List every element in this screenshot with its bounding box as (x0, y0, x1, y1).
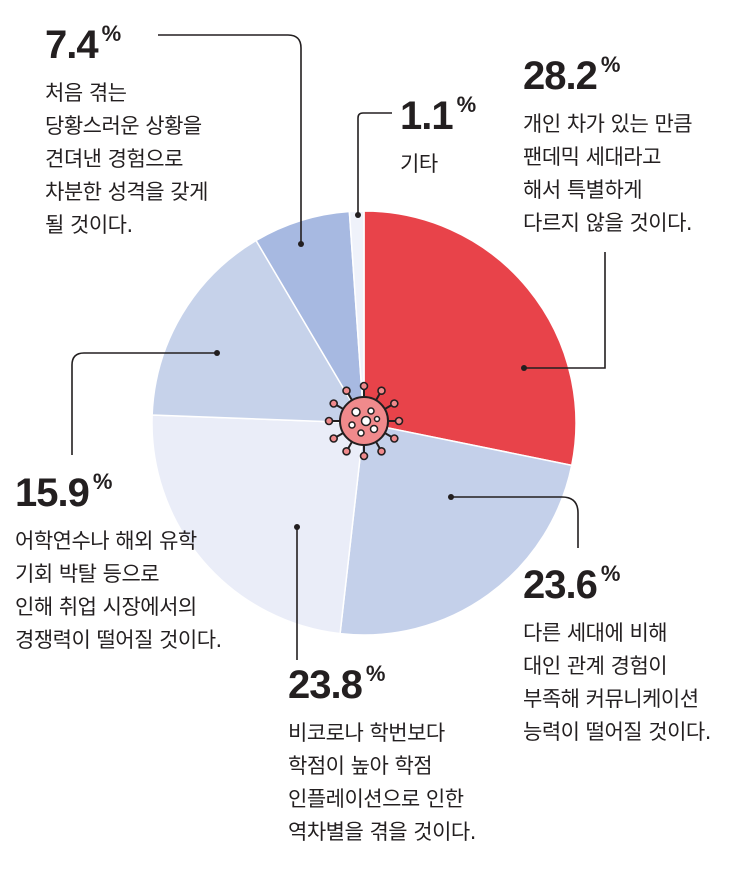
virus-spot (351, 407, 361, 417)
virus-spike-tip (359, 451, 369, 461)
leader-line-1 (524, 252, 606, 369)
slice-1-percent: 28.2% (523, 52, 620, 98)
slice-2-description: 다른 세대에 비해 대인 관계 경험이 부족해 커뮤니케이션 능력이 떨어질 것… (523, 621, 711, 744)
virus-spot (373, 415, 381, 423)
virus-spot (369, 424, 379, 434)
leader-line-6 (357, 112, 392, 215)
slice-5-description: 처음 겪는 당황스러운 상황을 견뎌낸 경험으로 차분한 성격을 갖게 될 것이… (45, 81, 208, 237)
virus-spike-tip (329, 399, 338, 408)
virus-spot (348, 421, 356, 429)
slice-3-percent: 23.8% (288, 661, 385, 707)
virus-spike-tip (377, 386, 386, 395)
leader-dot-3 (294, 524, 300, 530)
callout-slice-5: 7.4% 처음 겪는 당황스러운 상황을 견뎌낸 경험으로 차분한 성격을 갖게… (45, 21, 208, 242)
slice-2-percent: 23.6% (523, 561, 620, 607)
pie-slice-6 (348, 210, 365, 424)
pie-slice-2 (339, 422, 573, 636)
pie-slices (151, 210, 577, 636)
leader-dot-2 (448, 494, 454, 500)
slice-3-description: 비코로나 학번보다 학점이 높아 학점 인플레이션으로 인한 역차별을 겪을 것… (288, 721, 476, 844)
callout-slice-1: 28.2% 개인 차가 있는 만큼 팬데믹 세대라고 해서 특별하게 다르지 않… (523, 52, 693, 240)
leader-lines (71, 34, 606, 660)
virus-spike-tip (329, 434, 338, 443)
percent-sign: % (456, 92, 477, 117)
virus-spot (360, 415, 372, 427)
leader-dot-6 (355, 212, 361, 218)
callout-slice-2: 23.6% 다른 세대에 비해 대인 관계 경험이 부족해 커뮤니케이션 능력이… (523, 561, 711, 749)
virus-spike-tip (394, 416, 404, 426)
percent-sign: % (365, 661, 386, 686)
virus-spot (367, 407, 375, 415)
leader-dot-5 (298, 241, 304, 247)
slice-4-percent: 15.9% (15, 469, 112, 515)
percent-sign: % (101, 21, 122, 46)
virus-spike-tip (324, 416, 334, 426)
pie-slice-1 (363, 210, 577, 467)
leader-dot-1 (521, 365, 527, 371)
leader-line-5 (158, 34, 302, 244)
virus-spot (357, 429, 365, 437)
virus-spike-tip (359, 381, 369, 391)
percent-sign: % (600, 561, 621, 586)
percent-sign: % (92, 469, 113, 494)
slice-1-description: 개인 차가 있는 만큼 팬데믹 세대라고 해서 특별하게 다르지 않을 것이다. (523, 112, 693, 235)
leader-line-2 (451, 496, 579, 548)
leader-dot-4 (214, 350, 220, 356)
coronavirus-icon (324, 381, 404, 461)
virus-spike-tip (390, 434, 399, 443)
callout-slice-6: 1.1% 기타 (400, 92, 476, 181)
leader-line-4 (71, 352, 217, 455)
callout-slice-3: 23.8% 비코로나 학번보다 학점이 높아 학점 인플레이션으로 인한 역차별… (288, 661, 476, 849)
virus-spike-tip (390, 399, 399, 408)
slice-5-percent: 7.4% (45, 21, 121, 67)
virus-spike-tip (377, 447, 386, 456)
pie-slice-4 (151, 239, 366, 424)
slice-6-percent: 1.1% (400, 92, 476, 138)
callout-slice-4: 15.9% 어학연수나 해외 유학 기회 박탈 등으로 인해 취업 시장에서의 … (15, 469, 222, 657)
slice-4-description: 어학연수나 해외 유학 기회 박탈 등으로 인해 취업 시장에서의 경쟁력이 떨… (15, 529, 222, 652)
slice-6-description: 기타 (400, 152, 438, 176)
virus-spike-tip (342, 386, 351, 395)
pie-slice-3 (151, 414, 365, 635)
percent-sign: % (600, 52, 621, 77)
virus-spike-tip (342, 447, 351, 456)
